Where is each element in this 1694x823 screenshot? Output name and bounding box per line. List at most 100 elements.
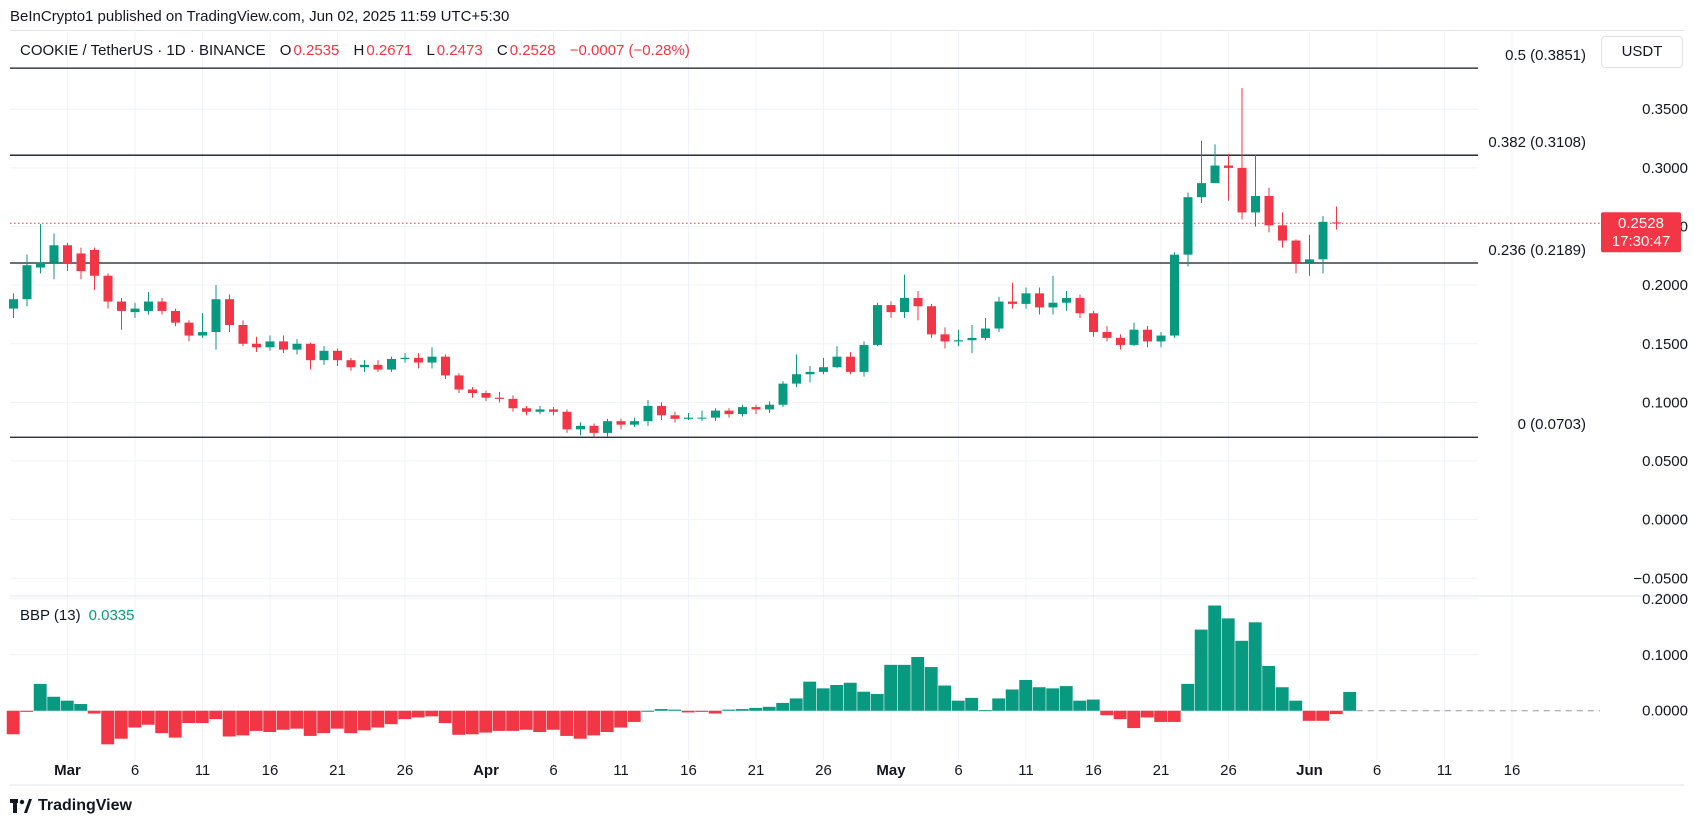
bbp-bar [195,710,209,724]
bbp-bar [371,710,385,728]
currency-button[interactable]: USDT [1601,36,1683,68]
low-label: L [426,42,435,59]
bbp-bar [587,710,601,736]
bbp-bar [1221,618,1235,711]
candle-body [711,410,720,418]
bbp-bar [1059,686,1073,711]
bbp-bar [357,710,371,731]
candle-body [1116,337,1125,345]
bbp-tick-label: 0.2000 [1642,591,1688,608]
candle-body [279,341,288,350]
price-tick-label: 0.0000 [1642,512,1688,529]
time-tick-label: 21 [1153,762,1170,779]
candle-body [1210,165,1220,184]
bbp-bar [708,710,722,714]
bbp-bar [722,709,736,711]
candle-body [832,356,842,368]
fib-label: 0 (0.0703) [1518,416,1586,433]
bbp-bar [168,710,182,738]
bbp-bar [1194,629,1208,711]
bbp-bar [1167,710,1181,722]
candle-body [913,298,923,307]
candle-body [1237,167,1247,213]
time-tick-label: 26 [397,762,414,779]
bbp-bar [452,710,466,735]
bbp-bar [1140,710,1154,718]
candle-body [1224,165,1233,168]
bbp-bar [465,710,479,735]
bbp-bar [1316,710,1330,721]
bbp-bar [924,667,938,711]
bbp-bar [641,710,655,712]
candle-body [859,344,869,372]
candle-body [1197,183,1206,198]
candle-body [697,417,707,419]
close-value: 0.2528 [509,42,556,59]
bbp-bar [344,710,358,734]
open-label: O [279,42,292,59]
candle-body [1062,298,1071,303]
bbp-bar [411,710,425,718]
indicator-name: BBP (13) [20,607,81,624]
bbp-bar [492,710,506,731]
candle-body [1008,301,1017,304]
bbp-bar [384,710,398,725]
bbp-bar [398,710,412,720]
candle-body [1048,302,1058,308]
time-tick-label: Mar [54,762,81,779]
candle-body [211,299,221,333]
bbp-bar [843,682,857,711]
bbp-bar [654,709,668,711]
bbp-bar [600,710,614,733]
time-tick-label: 6 [1373,762,1381,779]
high-label: H [353,42,365,59]
candle-body [400,357,410,360]
grid [10,30,1684,786]
bbp-bar [60,700,74,711]
time-tick-label: 26 [815,762,832,779]
candle-body [144,301,153,311]
bbp-bar [236,710,250,736]
price-tick-label: 0.2000 [1642,277,1688,294]
candle-body [306,343,315,361]
bbp-tick-label: 0.0000 [1642,703,1688,720]
bbp-bar [735,709,749,711]
bbp-bar [668,709,682,711]
candle-body [562,411,572,430]
bbp-bar [1046,688,1060,711]
candle-body [333,350,342,361]
candle-body [1170,254,1179,336]
bbp-bar [951,700,965,711]
symbol-legend: COOKIE / TetherUS · 1D · BINANCE O 0.2535… [20,42,700,59]
bbp-bar [546,710,560,730]
bbp-bar [263,710,277,733]
candle-body [589,425,599,433]
bbp-bar [1019,679,1033,711]
bbp-bar [87,710,101,714]
time-tick-label: 11 [613,762,629,779]
time-axis: Mar 6 11 16 21 26 Apr 6 11 16 21 26 May 6 11 16 21 26 Jun 6… [54,762,1520,779]
bbp-bar [425,710,439,717]
bbp-bar [141,710,155,725]
bbp-bar [155,710,169,734]
fib-label: 0.236 (0.2189) [1488,242,1586,259]
candle-body [805,371,815,375]
candle-body [522,408,531,412]
bbp-bar [303,710,317,736]
candle-body [643,405,653,422]
bbp-bar [749,707,763,711]
bbp-bar [330,710,344,729]
brand-name: TradingView [38,797,132,814]
indicator-value: 0.0335 [88,607,135,624]
bbp-bar [681,710,695,713]
candle-body [414,357,423,363]
candle-body [198,332,207,336]
price-tick-label: 0.1000 [1642,394,1688,411]
bbp-bar [1235,640,1249,711]
bbp-bar [222,710,236,737]
bbp-bar [857,691,871,711]
brand-logo[interactable]: TradingView [10,797,132,815]
bbp-bar [6,710,20,735]
